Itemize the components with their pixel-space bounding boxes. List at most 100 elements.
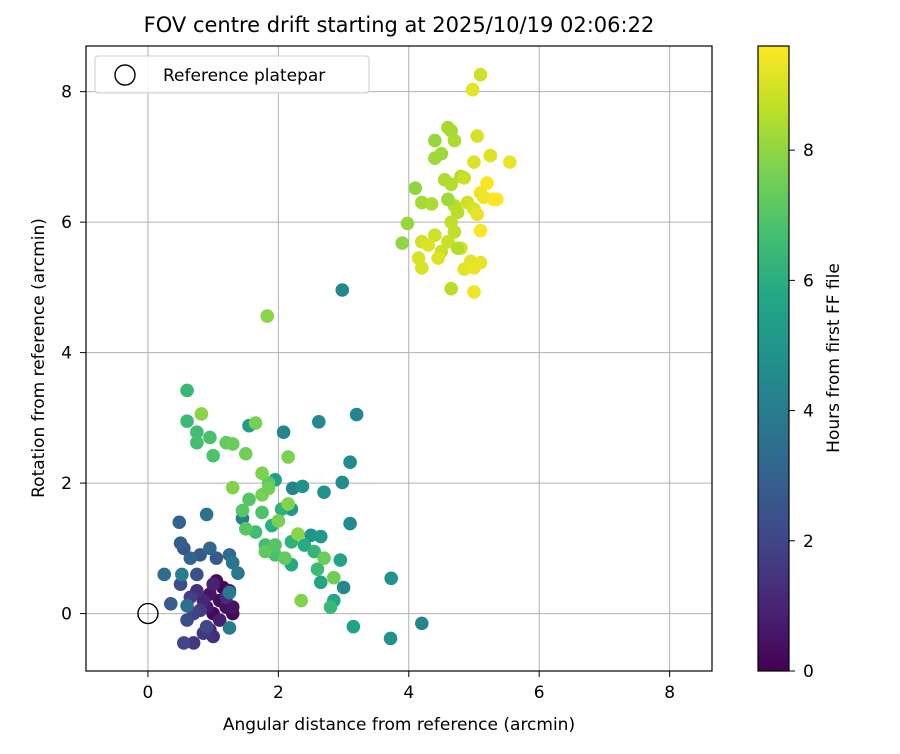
data-point [434,146,449,161]
data-point [490,192,504,207]
x-tick-label: 0 [143,683,154,703]
y-tick-label: 8 [61,83,72,103]
colorbar-tick-label: 2 [803,532,814,552]
data-point [415,616,429,631]
data-point [180,383,194,398]
y-tick-label: 2 [61,474,72,494]
data-point [457,170,472,185]
data-point [203,541,217,556]
data-point [225,555,240,570]
legend-box [94,55,370,94]
data-point [180,414,194,428]
data-point [258,544,273,559]
legend: Reference platepar [94,55,370,94]
data-point [199,619,214,634]
data-point [317,485,331,500]
data-point [295,479,310,494]
data-point [467,285,481,299]
colorbar-tick-label: 4 [803,402,814,422]
data-point [291,527,305,541]
plot-frame [85,45,713,672]
data-point [190,425,204,440]
data-point [383,631,398,646]
data-point [346,619,361,634]
data-point [294,593,308,608]
data-point [297,538,312,552]
data-point [206,448,220,463]
data-point [163,597,178,611]
data-point [268,538,282,552]
y-axis-label: Rotation from reference (arcmin) [29,218,49,498]
colorbar-label: Hours from first FF file [824,263,844,453]
data-point [235,503,250,518]
data-point [194,407,209,421]
x-tick-label: 6 [534,683,545,703]
data-point [271,514,286,528]
data-point [209,551,224,565]
data-point [238,521,253,536]
data-point [222,585,237,600]
data-point [424,197,439,211]
data-point [203,430,217,445]
legend-marker-icon [114,64,136,86]
axes: 0 2 4 6 8 0 2 4 6 8 [61,83,675,703]
data-point [175,567,189,582]
x-tick-label: 2 [273,683,284,703]
data-point [177,636,191,650]
data-points [137,67,517,650]
data-point [173,536,188,550]
data-point [281,497,295,511]
data-point [238,446,253,461]
colorbar-ticks: 0 2 4 6 8 [789,141,814,682]
data-point [450,205,465,220]
data-point [428,228,442,242]
data-point [444,281,458,296]
data-point [311,414,326,429]
legend-label: Reference platepar [163,66,325,86]
data-point [281,450,295,464]
x-tick-label: 4 [403,683,414,703]
reference-platepar-marker [137,602,159,625]
data-point [473,67,488,82]
colorbar: 0 2 4 6 8 Hours from first FF file [757,45,844,682]
y-tick-label: 4 [61,344,72,364]
data-point [326,570,341,585]
data-point [335,283,350,297]
data-point [225,480,240,495]
data-point [480,176,494,190]
data-point [441,192,455,207]
data-point [384,571,398,586]
data-point [225,437,240,451]
data-point [447,225,462,239]
data-point [276,425,291,440]
data-point [421,238,436,252]
data-point [206,577,220,592]
data-point [400,216,415,231]
data-point [172,515,187,530]
data-point [313,575,328,590]
data-point [473,223,488,238]
data-point [199,507,214,522]
data-point [336,580,351,595]
data-point [444,177,458,192]
data-point [255,466,269,481]
data-point [431,251,445,265]
data-point [349,407,364,422]
data-point [310,562,325,577]
data-point [335,475,350,490]
data-point [278,551,292,565]
data-point [248,416,263,430]
data-point [260,309,275,323]
data-point [157,567,172,582]
colorbar-tick-label: 0 [803,662,814,682]
data-point [503,155,517,169]
data-point [343,455,357,470]
data-point [333,553,348,567]
data-point [186,636,201,650]
data-point [317,551,331,565]
data-point [343,516,357,531]
colorbar-tick-label: 6 [803,271,814,291]
data-point [323,600,338,614]
data-point [465,82,480,97]
